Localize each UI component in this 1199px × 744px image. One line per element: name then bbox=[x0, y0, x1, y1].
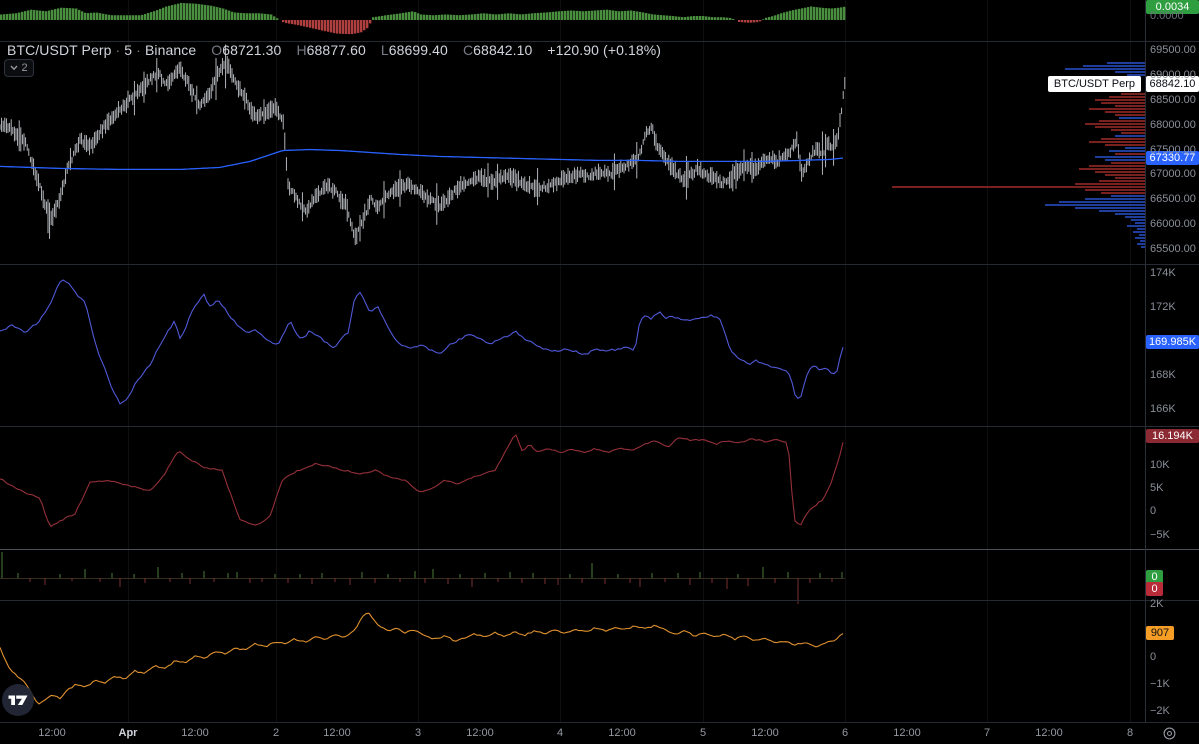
price-tick-label: 2K bbox=[1150, 598, 1164, 610]
low-label: L bbox=[380, 42, 389, 58]
time-tick-label: 12:00 bbox=[1035, 727, 1063, 739]
price-tick-label: 67000.00 bbox=[1150, 168, 1196, 180]
time-tick-label: 12:00 bbox=[893, 727, 921, 739]
time-tick-label: 3 bbox=[414, 727, 422, 739]
time-tick-label: 7 bbox=[983, 727, 991, 739]
time-tick-label: 12:00 bbox=[751, 727, 779, 739]
pane-separator[interactable] bbox=[0, 549, 1199, 550]
price-tick-label: 172K bbox=[1150, 301, 1176, 313]
symbol-legend[interactable]: BTC/USDT Perp · 5 · Binance O68721.30 H6… bbox=[7, 42, 661, 58]
open-label: O bbox=[211, 42, 223, 58]
price-tick-label: 10K bbox=[1150, 459, 1170, 471]
last-price-badge: 68842.10 bbox=[1146, 76, 1199, 92]
close-label: C bbox=[462, 42, 474, 58]
price-tick-label: 0 bbox=[1150, 505, 1157, 517]
time-tick-label: 12:00 bbox=[323, 727, 351, 739]
separator-dot: · bbox=[115, 42, 121, 58]
pane-separator[interactable] bbox=[0, 600, 1199, 601]
delta-value-badge: 907 bbox=[1146, 626, 1174, 640]
premium-zero-label: 0.0000 bbox=[1150, 10, 1184, 22]
time-tick-label: Apr bbox=[118, 727, 138, 739]
price-tick-label: 166K bbox=[1150, 403, 1176, 415]
low-value: 68699.40 bbox=[388, 42, 448, 58]
time-axis-border bbox=[0, 722, 1199, 723]
price-tick-label: −1K bbox=[1150, 678, 1170, 690]
price-tick-label: 66000.00 bbox=[1150, 218, 1196, 230]
price-tick-label: 65500.00 bbox=[1150, 243, 1196, 255]
ma-value-badge: 67330.77 bbox=[1146, 151, 1199, 165]
close-value: 68842.10 bbox=[473, 42, 533, 58]
time-tick-label: 5 bbox=[699, 727, 707, 739]
pane-separator[interactable] bbox=[0, 264, 1199, 265]
time-tick-label: 6 bbox=[841, 727, 849, 739]
price-tick-label: −2K bbox=[1150, 705, 1170, 717]
symbol-price-label-chip: BTC/USDT Perp bbox=[1047, 76, 1141, 92]
price-axis-border bbox=[1145, 0, 1146, 744]
price-tick-label: 5K bbox=[1150, 482, 1164, 494]
long-liquidations-badge: 0 bbox=[1146, 570, 1163, 584]
time-tick-label: 8 bbox=[1126, 727, 1134, 739]
high-value: 68877.60 bbox=[306, 42, 366, 58]
price-scale[interactable] bbox=[1146, 0, 1199, 723]
open-interest-value-badge: 169.985K bbox=[1146, 335, 1199, 349]
open-value: 68721.30 bbox=[222, 42, 282, 58]
timezone-clock-icon[interactable] bbox=[1160, 724, 1178, 742]
pane-separator[interactable] bbox=[0, 426, 1199, 427]
price-tick-label: 69000.00 bbox=[1150, 69, 1196, 81]
interval-label[interactable]: 5 bbox=[124, 42, 133, 58]
high-label: H bbox=[296, 42, 307, 58]
time-scale[interactable]: 12:00 Apr 12:00 2 12:00 3 12:00 4 12:00 5 12:00 6 12… bbox=[0, 723, 1199, 744]
time-tick-label: 12:00 bbox=[181, 727, 209, 739]
price-tick-label: 69500.00 bbox=[1150, 44, 1196, 56]
separator-dot: · bbox=[136, 42, 141, 58]
price-tick-label: 174K bbox=[1150, 267, 1176, 279]
price-tick-label: 68000.00 bbox=[1150, 119, 1196, 131]
time-tick-label: 2 bbox=[272, 727, 280, 739]
indicators-collapse-button[interactable]: 2 bbox=[4, 59, 34, 77]
time-tick-label: 12:00 bbox=[466, 727, 494, 739]
tradingview-logo[interactable] bbox=[1, 683, 35, 717]
chevron-down-icon bbox=[10, 65, 18, 71]
price-tick-label: 0 bbox=[1150, 651, 1157, 663]
cvd-value-badge: 16.194K bbox=[1146, 429, 1199, 443]
hidden-indicator-count: 2 bbox=[21, 62, 28, 74]
short-liquidations-badge: 0 bbox=[1146, 582, 1163, 596]
price-tick-label: 66500.00 bbox=[1150, 193, 1196, 205]
time-tick-label: 12:00 bbox=[38, 727, 66, 739]
price-tick-label: 67500.00 bbox=[1150, 144, 1196, 156]
change-value: +120.90 (+0.18%) bbox=[547, 42, 662, 58]
price-tick-label: −5K bbox=[1150, 529, 1170, 541]
price-tick-label: 168K bbox=[1150, 369, 1176, 381]
pane-separator[interactable] bbox=[0, 41, 1199, 42]
symbol-name[interactable]: BTC/USDT Perp bbox=[7, 42, 112, 58]
time-tick-label: 4 bbox=[556, 727, 564, 739]
premium-last-value-badge: 0.0034 bbox=[1146, 0, 1199, 14]
exchange-label[interactable]: Binance bbox=[144, 42, 197, 58]
price-tick-label: 68500.00 bbox=[1150, 94, 1196, 106]
time-tick-label: 12:00 bbox=[608, 727, 636, 739]
tradingview-logo-icon bbox=[2, 684, 34, 716]
